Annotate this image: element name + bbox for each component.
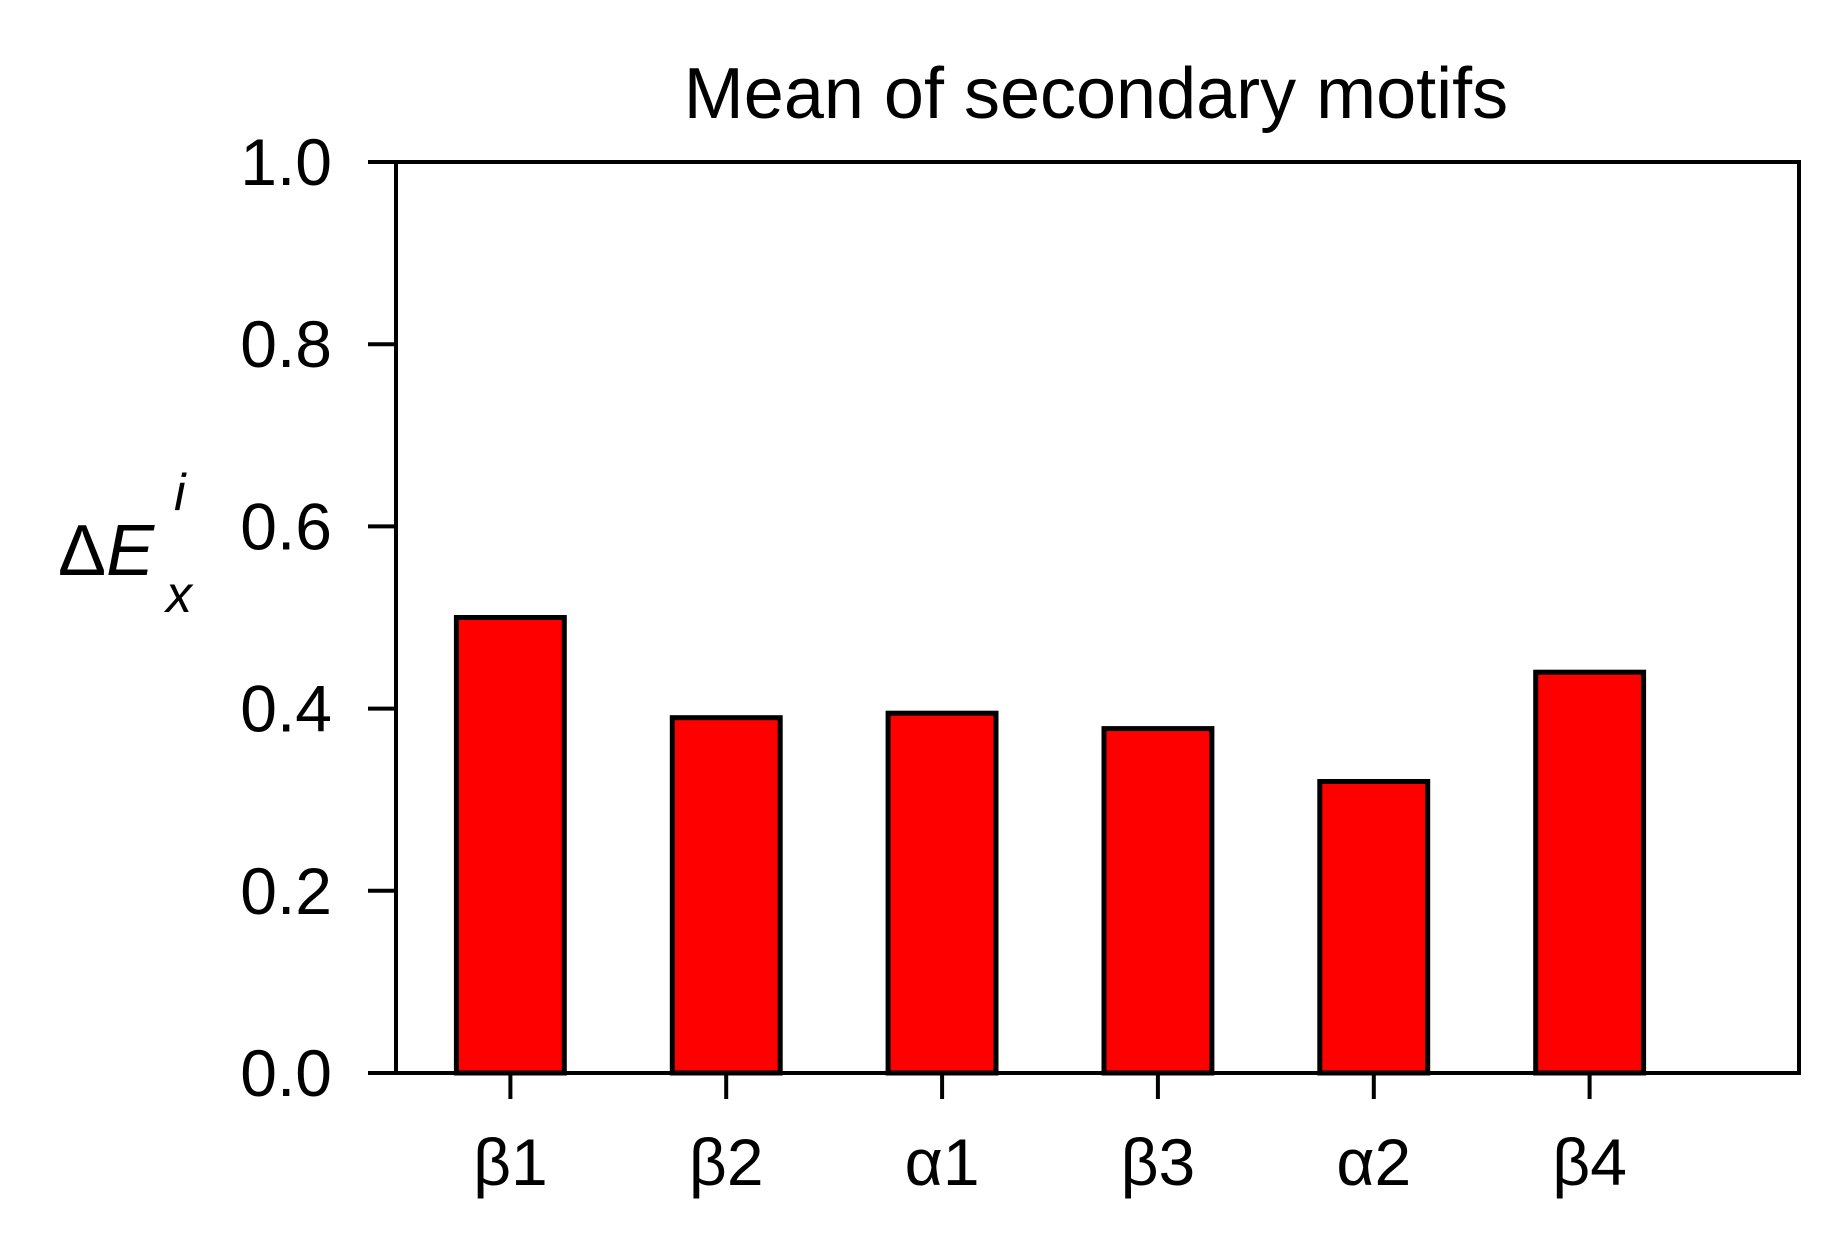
plot-frame xyxy=(394,160,1801,1075)
y-tick-label-5: 1.0 xyxy=(240,125,332,199)
y-axis-label-main: E xyxy=(106,511,155,591)
y-axis-ticks: 0.0 0.2 0.4 0.6 0.8 1.0 xyxy=(240,125,396,1110)
y-tick-label-4: 0.8 xyxy=(240,307,332,381)
y-axis-label-superscript: i xyxy=(174,464,187,522)
bar-3 xyxy=(1101,726,1215,1076)
y-tick-label-1: 0.2 xyxy=(240,854,332,928)
x-axis-ticks: β1 β2 α1 β3 α2 β4 xyxy=(473,1073,1627,1199)
bar-1 xyxy=(669,715,783,1076)
chart-title: Mean of secondary motifs xyxy=(684,54,1508,134)
bar-2 xyxy=(885,710,999,1076)
x-tick-label-3: β3 xyxy=(1121,1125,1196,1199)
bar-0 xyxy=(453,615,567,1076)
y-axis-label-prefix: Δ xyxy=(58,511,106,591)
x-tick-label-0: β1 xyxy=(473,1125,548,1199)
bar-5 xyxy=(1533,669,1647,1076)
y-tick-label-2: 0.4 xyxy=(240,672,332,746)
y-tick-label-3: 0.6 xyxy=(240,489,332,563)
y-tick-label-0: 0.0 xyxy=(240,1036,332,1110)
bar-4 xyxy=(1317,779,1431,1076)
bars xyxy=(453,615,1647,1076)
y-axis-label: ΔE i x xyxy=(58,464,194,624)
x-tick-label-4: α2 xyxy=(1336,1125,1411,1199)
y-axis-label-subscript: x xyxy=(163,566,194,624)
svg-text:ΔE: ΔE xyxy=(58,511,155,591)
x-tick-label-2: α1 xyxy=(905,1125,980,1199)
x-tick-label-5: β4 xyxy=(1552,1125,1627,1199)
x-tick-label-1: β2 xyxy=(689,1125,764,1199)
